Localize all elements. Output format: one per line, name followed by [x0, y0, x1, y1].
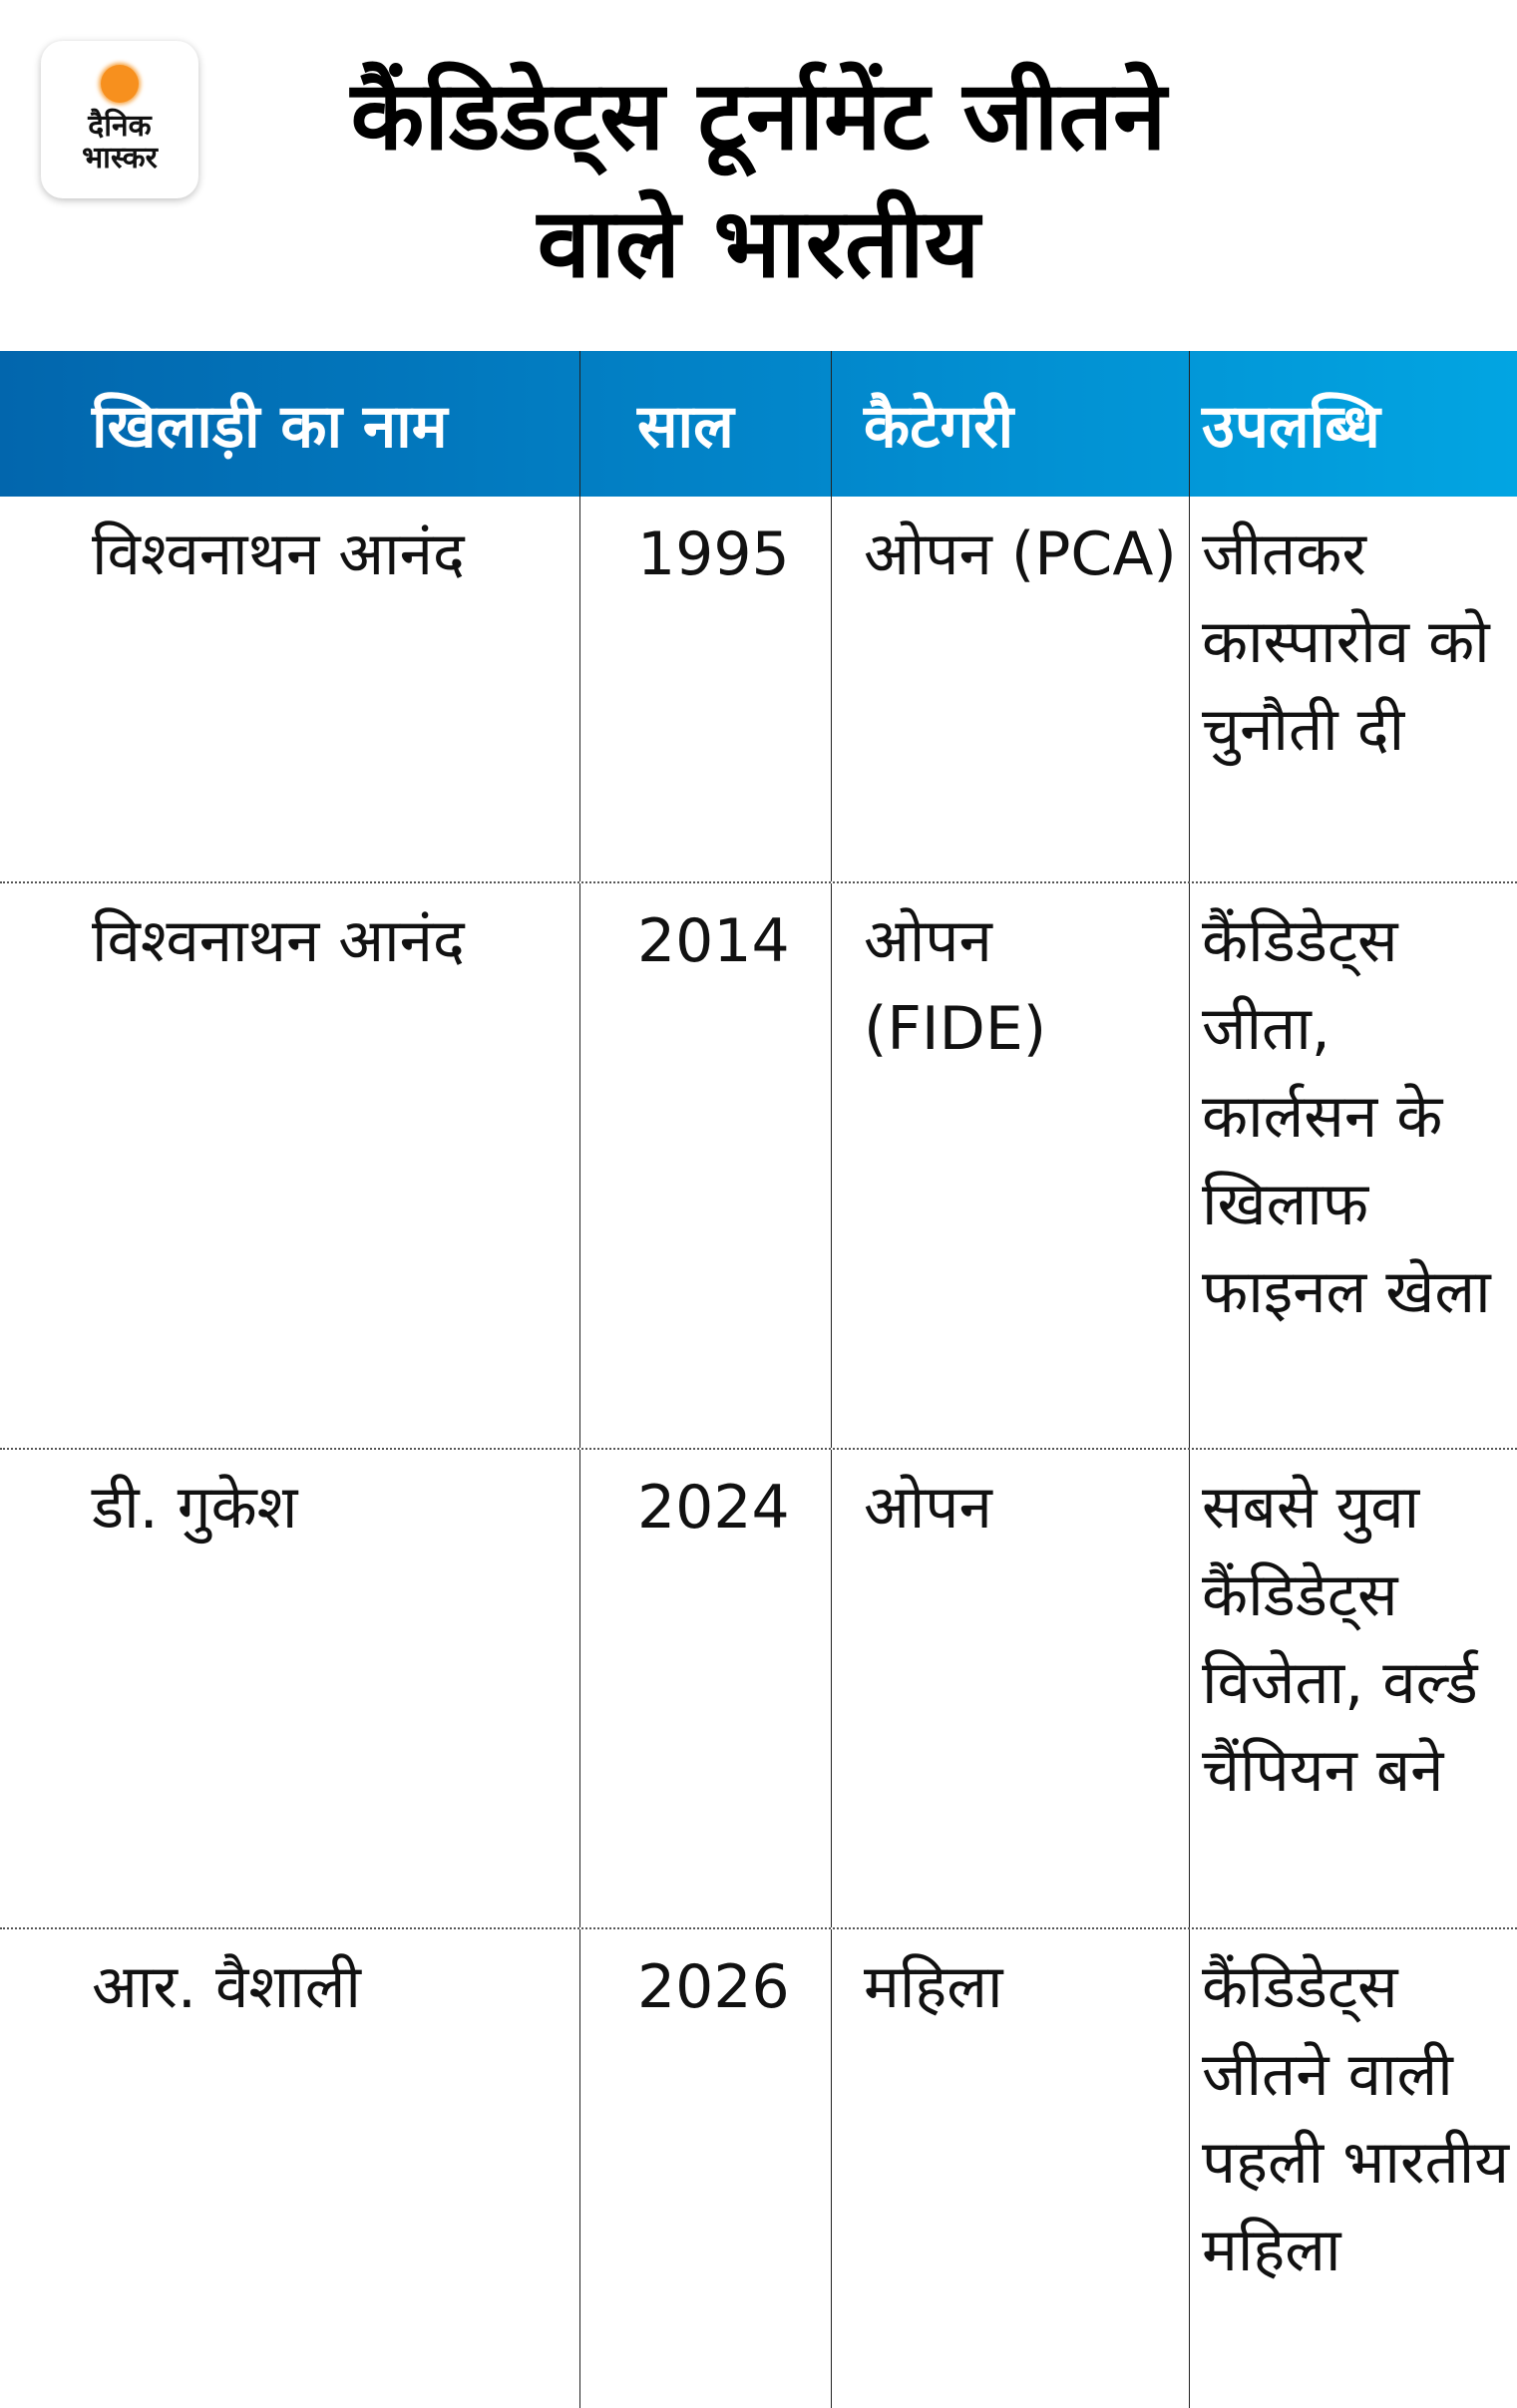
- page-title: कैंडिडेट्स टूर्नामेंट जीतने वाले भारतीय: [249, 52, 1268, 307]
- header-year: साल: [580, 351, 832, 497]
- table-row: आर. वैशाली 2026 महिला कैंडिडेट्स जीतने व…: [0, 1929, 1517, 2408]
- cell-year: 2026: [580, 1929, 832, 2408]
- cell-achievement: कैंडिडेट्स जीता, कार्लसन के खिलाफ फाइनल …: [1202, 906, 1491, 1327]
- cell-achievement: कैंडिडेट्स जीतने वाली पहली भारतीय महिला: [1202, 1952, 1510, 2285]
- cell-name: डी. गुकेश: [0, 1450, 580, 1927]
- cell-year: 2024: [580, 1450, 832, 1927]
- header-achievement: उपलब्धि: [1202, 392, 1380, 462]
- cell-year: 2014: [580, 883, 832, 1448]
- table-header: खिलाड़ी का नाम साल कैटेगरी उपलब्धि: [0, 351, 1517, 497]
- cell-achievement: सबसे युवा कैंडिडेट्स विजेता, वर्ल्ड चैंप…: [1202, 1473, 1478, 1806]
- cell-category: ओपन (FIDE): [832, 883, 1190, 1448]
- winners-table: खिलाड़ी का नाम साल कैटेगरी उपलब्धि विश्व…: [0, 351, 1517, 2408]
- cell-category: महिला: [832, 1929, 1190, 2408]
- cell-category: ओपन: [832, 1450, 1190, 1927]
- cell-year: 1995: [580, 497, 832, 881]
- cell-category: ओपन (PCA): [832, 497, 1190, 881]
- cell-name: विश्वनाथन आनंद: [0, 883, 580, 1448]
- table-row: विश्वनाथन आनंद 1995 ओपन (PCA) जीतकर कास्…: [0, 497, 1517, 883]
- table-row: विश्वनाथन आनंद 2014 ओपन (FIDE) कैंडिडेट्…: [0, 883, 1517, 1450]
- header-player-name: खिलाड़ी का नाम: [0, 351, 580, 497]
- title-line-1: कैंडिडेट्स टूर्नामेंट जीतने: [350, 60, 1167, 172]
- cell-achievement: जीतकर कास्पारोव को चुनौती दी: [1202, 519, 1490, 765]
- header-category: कैटेगरी: [832, 351, 1190, 497]
- logo-text: दैनिक भास्कर: [82, 109, 158, 175]
- cell-name: विश्वनाथन आनंद: [0, 497, 580, 881]
- cell-name: आर. वैशाली: [0, 1929, 580, 2408]
- sun-icon: [101, 65, 139, 103]
- title-line-2: वाले भारतीय: [537, 187, 980, 299]
- table-row: डी. गुकेश 2024 ओपन सबसे युवा कैंडिडेट्स …: [0, 1450, 1517, 1929]
- dainik-bhaskar-logo: दैनिक भास्कर: [41, 41, 198, 198]
